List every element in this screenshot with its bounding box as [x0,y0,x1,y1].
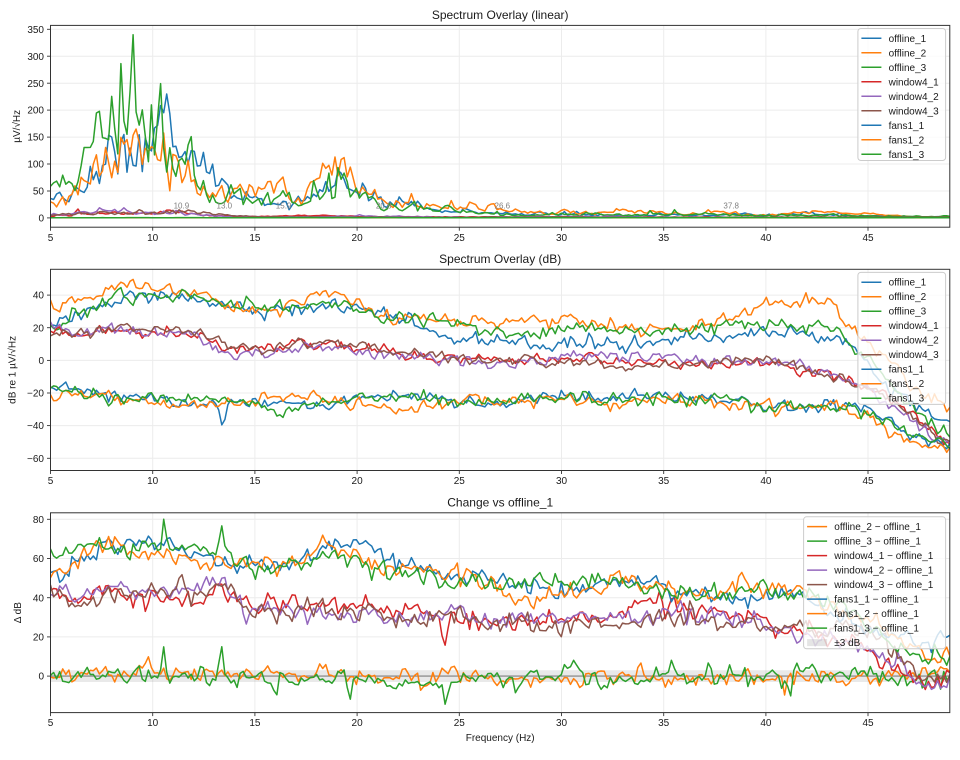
svg-text:26.6: 26.6 [495,201,511,210]
svg-text:50: 50 [33,187,45,198]
svg-text:10: 10 [147,718,159,729]
svg-text:fans1_1: fans1_1 [889,365,925,376]
svg-text:20: 20 [33,633,45,644]
svg-text:5: 5 [48,718,54,729]
svg-text:60: 60 [33,554,45,565]
svg-text:window4_1 − offline_1: window4_1 − offline_1 [833,551,933,562]
svg-text:±3 dB: ±3 dB [834,638,860,649]
svg-text:20: 20 [352,233,364,244]
svg-text:µV/√Hz: µV/√Hz [11,110,23,143]
svg-text:80: 80 [33,515,45,526]
svg-text:20: 20 [352,718,364,729]
svg-text:window4_3: window4_3 [888,106,939,117]
svg-text:15.9: 15.9 [276,201,292,210]
svg-text:40: 40 [33,593,45,604]
svg-text:0: 0 [38,356,44,367]
svg-text:window4_2: window4_2 [888,336,939,347]
svg-text:10.9: 10.9 [174,201,190,210]
svg-text:350: 350 [27,25,44,36]
svg-text:offline_3: offline_3 [889,307,927,318]
svg-text:25: 25 [454,718,466,729]
svg-text:25: 25 [454,476,466,487]
svg-text:Change vs offline_1: Change vs offline_1 [447,496,553,510]
svg-text:Spectrum Overlay (dB): Spectrum Overlay (dB) [439,252,561,266]
svg-text:Spectrum Overlay (linear): Spectrum Overlay (linear) [432,8,569,22]
svg-text:10: 10 [147,476,159,487]
svg-text:37.8: 37.8 [723,201,739,210]
svg-text:window4_1: window4_1 [888,321,939,332]
svg-text:300: 300 [27,52,44,63]
svg-text:15: 15 [249,233,261,244]
svg-text:20.8: 20.8 [376,201,392,210]
svg-text:fans1_3: fans1_3 [889,150,925,161]
svg-text:25: 25 [454,233,466,244]
svg-text:40: 40 [760,476,772,487]
svg-text:45: 45 [862,718,874,729]
svg-text:dB re 1 µV/√Hz: dB re 1 µV/√Hz [7,336,19,404]
svg-text:window4_1: window4_1 [888,77,939,88]
svg-text:5: 5 [48,233,54,244]
svg-text:offline_3: offline_3 [889,63,927,74]
svg-text:5: 5 [48,476,54,487]
svg-text:35: 35 [658,476,670,487]
svg-text:fans1_2: fans1_2 [889,135,925,146]
svg-text:−60: −60 [27,454,44,465]
svg-text:13.0: 13.0 [217,201,233,210]
svg-text:0: 0 [38,672,44,683]
svg-text:40: 40 [760,718,772,729]
svg-text:offline_2: offline_2 [889,48,927,59]
svg-text:40: 40 [760,233,772,244]
svg-text:fans1_1: fans1_1 [889,121,925,132]
svg-text:offline_3 − offline_1: offline_3 − offline_1 [834,537,921,548]
svg-text:15: 15 [249,476,261,487]
svg-text:250: 250 [27,79,44,90]
svg-text:offline_1: offline_1 [889,34,927,45]
svg-text:window4_3: window4_3 [888,350,939,361]
svg-text:−40: −40 [27,421,44,432]
svg-text:fans1_3 − offline_1: fans1_3 − offline_1 [834,624,919,635]
svg-text:35: 35 [658,233,670,244]
svg-text:offline_1: offline_1 [889,278,927,289]
svg-text:offline_2: offline_2 [889,292,927,303]
svg-text:−20: −20 [27,389,44,400]
svg-text:150: 150 [27,133,44,144]
svg-text:fans1_1 − offline_1: fans1_1 − offline_1 [834,595,919,606]
svg-text:200: 200 [27,106,44,117]
svg-text:30: 30 [556,476,568,487]
svg-text:40: 40 [33,291,45,302]
svg-text:window4_2 − offline_1: window4_2 − offline_1 [833,566,933,577]
svg-text:30: 30 [556,233,568,244]
svg-text:35: 35 [658,718,670,729]
svg-text:fans1_2 − offline_1: fans1_2 − offline_1 [834,609,919,620]
svg-text:45: 45 [862,476,874,487]
svg-text:20: 20 [352,476,364,487]
svg-text:fans1_2: fans1_2 [889,379,925,390]
svg-text:Frequency (Hz): Frequency (Hz) [466,733,535,744]
svg-text:45: 45 [862,233,874,244]
svg-text:window4_2: window4_2 [888,92,939,103]
svg-text:15: 15 [249,718,261,729]
svg-text:offline_2 − offline_1: offline_2 − offline_1 [834,522,921,533]
svg-text:0: 0 [38,214,44,225]
svg-text:Δ dB: Δ dB [13,602,24,623]
svg-text:10: 10 [147,233,159,244]
svg-text:30: 30 [556,718,568,729]
svg-text:20: 20 [33,323,45,334]
svg-text:100: 100 [27,160,44,171]
svg-text:window4_3 − offline_1: window4_3 − offline_1 [833,580,933,591]
svg-text:fans1_3: fans1_3 [889,394,925,405]
